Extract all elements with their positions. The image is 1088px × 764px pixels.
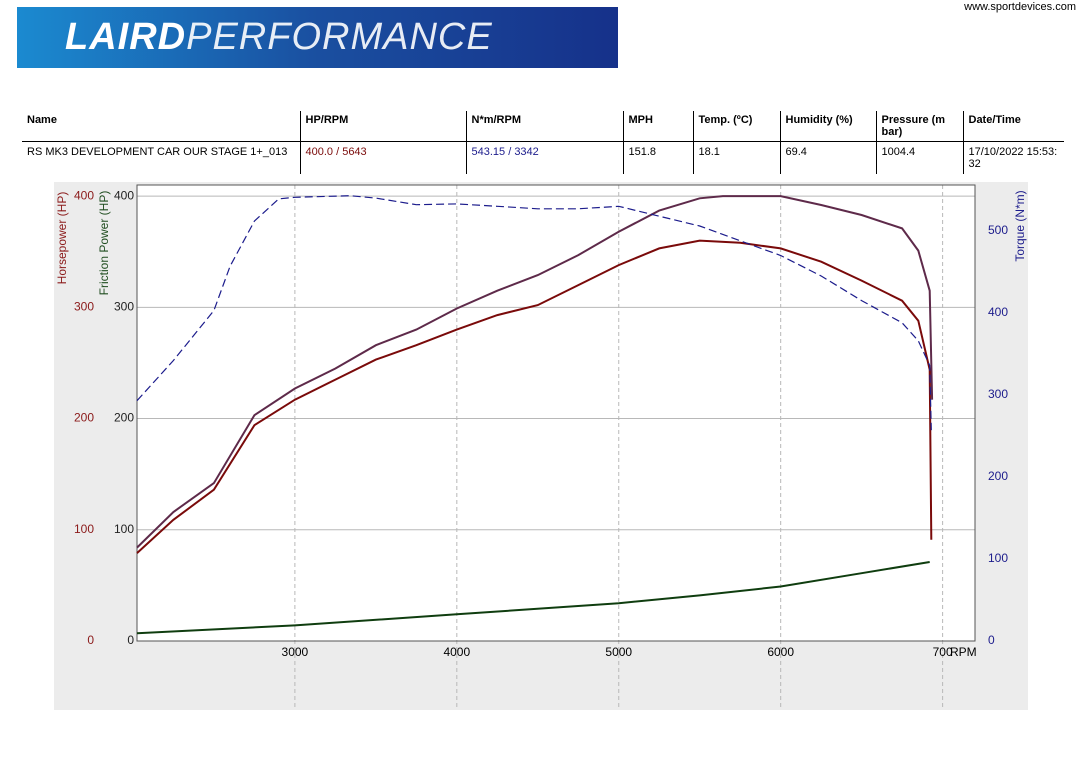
- logo-bold: LAIRD: [65, 16, 187, 58]
- plot-area: [137, 185, 975, 641]
- data-line: [136, 239, 933, 554]
- y-tick-label: 400: [74, 188, 94, 202]
- data-line: [136, 561, 930, 635]
- x-axis-label: RPM: [950, 645, 977, 659]
- friction-tick-label: 400: [114, 188, 134, 202]
- column-header: Pressure (m bar): [875, 111, 963, 142]
- x-tick-label: 4000: [443, 645, 470, 659]
- table-cell: 69.4: [779, 141, 876, 174]
- y2-tick-label: 500: [988, 223, 1008, 237]
- column-header: Temp. (ºC): [692, 111, 780, 142]
- y-tick-label: 300: [74, 300, 94, 314]
- url: www.sportdevices.com: [964, 1, 1076, 13]
- y-tick-label: 0: [87, 633, 94, 647]
- y2-tick-label: 300: [988, 387, 1008, 401]
- table-cell: 17/10/2022 15:53:32: [962, 141, 1064, 174]
- y-axis-label: Horsepower (HP): [55, 192, 69, 285]
- friction-tick-label: 100: [114, 522, 134, 536]
- table-cell: RS MK3 DEVELOPMENT CAR OUR STAGE 1+_013: [27, 146, 288, 158]
- table-cell: 400.0 / 5643: [299, 141, 466, 174]
- column-header: HP/RPM: [299, 111, 466, 142]
- friction-tick-label: 200: [114, 411, 134, 425]
- run-table: Name HP/RPM N*m/RPM MPH Temp. (ºC) Humidity (…: [22, 111, 1064, 174]
- data-line: [136, 195, 932, 431]
- column-header: Name: [22, 111, 300, 142]
- table-cell: 18.1: [692, 141, 780, 174]
- y2-tick-label: 400: [988, 305, 1008, 319]
- x-tick-label: 5000: [605, 645, 632, 659]
- friction-tick-label: 0: [127, 633, 134, 647]
- column-header: Date/Time: [962, 111, 1064, 142]
- x-tick-label: 6000: [767, 645, 794, 659]
- friction-tick-label: 300: [114, 300, 134, 314]
- table-cell: 543.15 / 3342: [465, 141, 623, 174]
- table-cell: 151.8: [622, 141, 693, 174]
- y-tick-label: 200: [74, 411, 94, 425]
- y2-axis-label: Torque (N*m): [1013, 190, 1027, 261]
- friction-axis-label: Friction Power (HP): [97, 191, 111, 296]
- y2-tick-label: 0: [988, 633, 995, 647]
- column-header: N*m/RPM: [465, 111, 623, 142]
- y-tick-label: 100: [74, 522, 94, 536]
- data-line: [136, 195, 934, 549]
- logo-light: PERFORMANCE: [186, 16, 493, 58]
- y2-tick-label: 100: [988, 551, 1008, 565]
- column-header: Humidity (%): [779, 111, 876, 142]
- plot-border: [136, 184, 976, 642]
- y2-tick-label: 200: [988, 469, 1008, 483]
- x-tick-label: 3000: [282, 645, 309, 659]
- table-cell: 1004.4: [875, 141, 963, 174]
- table-row: RS MK3 DEVELOPMENT CAR OUR STAGE 1+_013 4…: [22, 141, 1064, 174]
- column-header: MPH: [622, 111, 693, 142]
- logo: LAIRDPERFORMANCE: [17, 7, 618, 68]
- x-tick-label: 700: [933, 645, 953, 659]
